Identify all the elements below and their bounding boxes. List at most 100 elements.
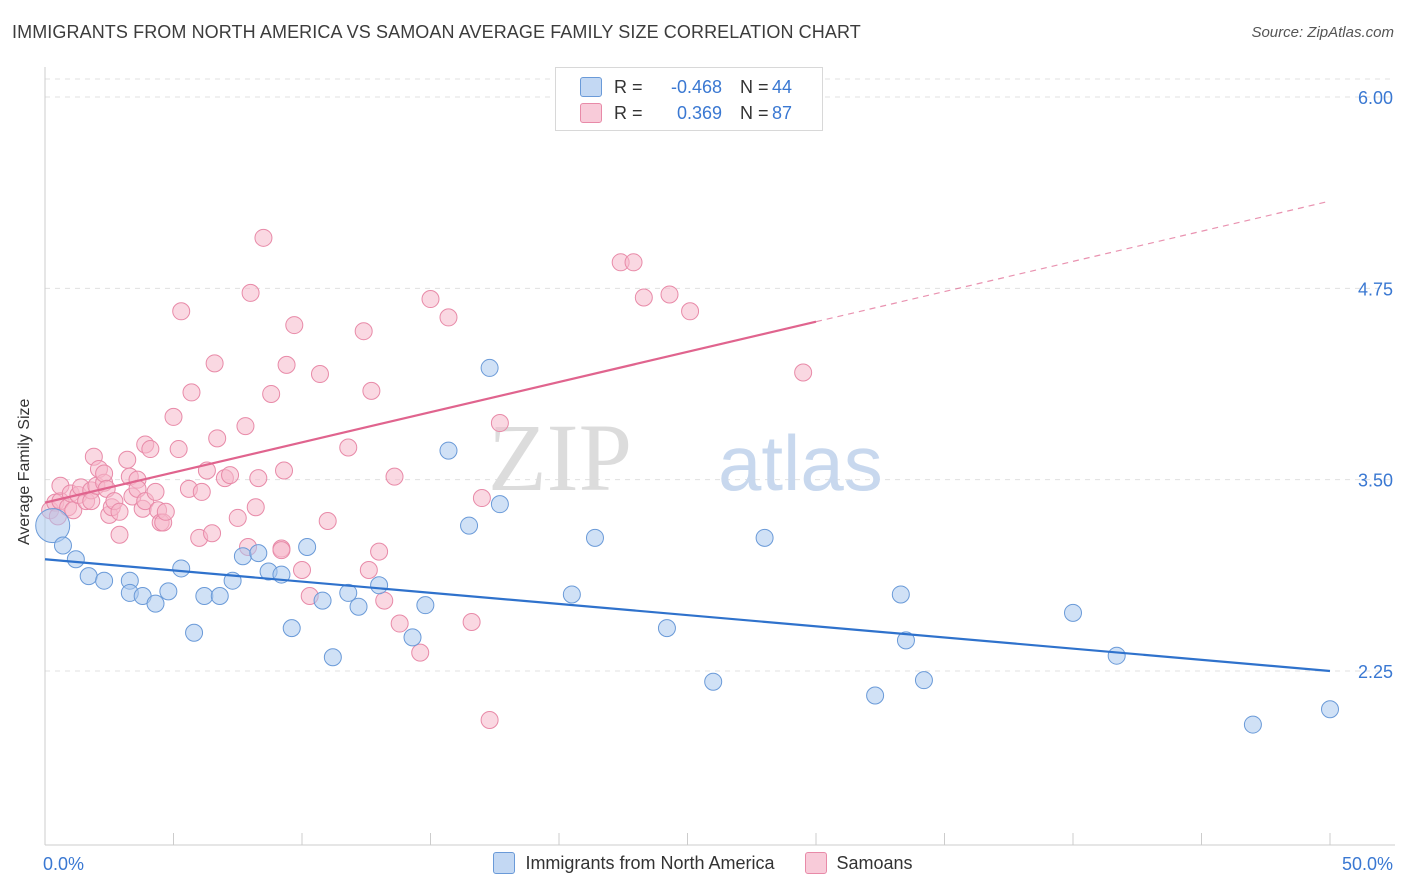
north-america-point (159, 582, 178, 601)
x-tick-label: 50.0% (1342, 854, 1393, 874)
samoans-trend-extension (815, 200, 1331, 323)
samoans-point (624, 253, 643, 272)
samoans-point (236, 417, 255, 436)
north-america-point (416, 596, 435, 615)
source-credit: Source: ZipAtlas.com (1251, 24, 1394, 41)
north-america-point (95, 571, 114, 590)
samoans-point (339, 438, 358, 457)
samoans-trend-line (44, 320, 817, 504)
samoans-point (272, 541, 291, 560)
blue-swatch (493, 852, 516, 874)
samoans-point (370, 542, 389, 561)
y-axis-label: Average Family Size (16, 398, 33, 545)
north-america-point (480, 358, 499, 377)
north-america-point (1243, 715, 1262, 734)
samoans-point (172, 302, 191, 321)
blue-swatch (580, 77, 602, 97)
north-america-points (35, 358, 1339, 734)
samoans-point (262, 384, 281, 403)
n-label: N = (740, 102, 769, 123)
north-america-point (233, 547, 252, 566)
legend-label: Immigrants from North America (525, 852, 775, 873)
y-tick-label: 6.00 (1358, 88, 1393, 108)
north-america-point (282, 619, 301, 638)
samoans-point (254, 228, 273, 247)
samoans-point (275, 461, 294, 480)
samoans-point (169, 440, 188, 459)
north-america-point (185, 623, 204, 642)
north-america-point (460, 516, 479, 535)
north-america-point (79, 567, 98, 586)
north-america-point (896, 631, 915, 650)
north-america-point (1107, 646, 1126, 665)
north-america-point (195, 586, 214, 605)
samoans-point (359, 560, 378, 579)
zipatlas-watermark: ZIP atlas (488, 404, 883, 511)
samoans-point (439, 308, 458, 327)
samoans-point (293, 560, 311, 579)
legend-item-samoans[interactable]: Samoans (804, 852, 913, 874)
samoans-point (421, 290, 440, 309)
north-america-point (146, 594, 165, 613)
axes (44, 67, 1395, 846)
samoans-point (490, 414, 509, 433)
n-label: N = (740, 76, 769, 97)
north-america-point (210, 586, 229, 605)
x-tick-label: 0.0% (43, 854, 84, 874)
legend-row-north-america: R = -0.468 N = 44 (580, 74, 792, 100)
chart-title: IMMIGRANTS FROM NORTH AMERICA VS SAMOAN … (12, 22, 861, 42)
north-america-point (35, 508, 71, 544)
legend-label: Samoans (836, 852, 913, 873)
north-america-point (891, 585, 910, 604)
samoans-point (354, 322, 373, 341)
series-legend: Immigrants from North America Samoans (0, 852, 1406, 874)
trend-lines (44, 200, 1331, 673)
samoans-point (246, 498, 265, 517)
samoans-point (141, 440, 160, 459)
samoans-point (472, 489, 491, 508)
samoans-point (146, 482, 165, 501)
north-america-point (1064, 603, 1082, 622)
north-america-point (704, 672, 723, 691)
north-america-point (866, 686, 885, 705)
samoans-point (249, 469, 268, 488)
y-tick-label: 4.75 (1358, 279, 1393, 299)
samoans-point (156, 502, 175, 521)
samoans-point (82, 492, 101, 511)
north-america-point (490, 495, 509, 514)
pink-swatch (580, 103, 602, 123)
pink-swatch (804, 852, 827, 874)
samoans-point (241, 283, 260, 302)
north-america-point (313, 591, 332, 610)
north-america-point (1321, 700, 1339, 719)
samoans-point (95, 464, 114, 483)
north-america-point (585, 528, 604, 547)
north-america-point (53, 536, 72, 555)
north-america-point (370, 576, 389, 595)
tick-labels: 2.25 3.50 4.75 6.00 0.0% 50.0% (43, 88, 1393, 874)
n-value: 87 (772, 102, 793, 123)
samoans-point (192, 482, 211, 501)
samoans-point (390, 614, 409, 633)
samoans-points (41, 228, 813, 729)
north-america-point (298, 538, 317, 557)
samoans-point (164, 407, 183, 426)
samoans-point (362, 381, 381, 400)
north-america-point (349, 597, 368, 616)
legend-item-north-america[interactable]: Immigrants from North America (493, 852, 775, 874)
samoans-point (110, 502, 129, 521)
y-tick-label: 2.25 (1358, 662, 1393, 682)
samoans-point (205, 354, 224, 373)
samoans-point (660, 285, 679, 304)
north-america-point (914, 671, 933, 690)
samoans-point (794, 363, 813, 382)
watermark-zip: ZIP (488, 404, 632, 511)
r-label: R = (614, 76, 643, 97)
samoans-point (203, 524, 222, 543)
samoans-point (285, 316, 304, 335)
samoans-point (681, 302, 700, 321)
samoans-point (310, 365, 329, 384)
samoans-point (411, 643, 430, 662)
north-america-point (323, 648, 342, 667)
y-tick-label: 3.50 (1358, 471, 1393, 491)
